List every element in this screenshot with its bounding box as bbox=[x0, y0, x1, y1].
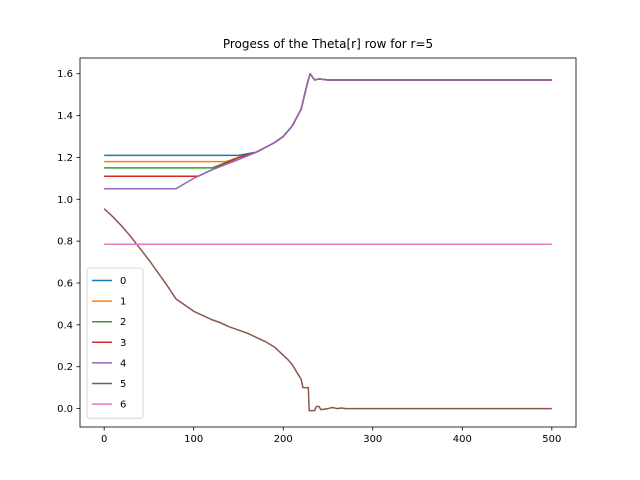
y-tick-label: 1.0 bbox=[57, 195, 73, 206]
x-tick-label: 500 bbox=[542, 434, 561, 445]
legend-label-1: 1 bbox=[120, 297, 126, 308]
series-line-5 bbox=[103, 208, 552, 412]
series-line-2 bbox=[104, 72, 552, 169]
legend-label-2: 2 bbox=[120, 317, 126, 328]
series-line-4 bbox=[104, 72, 552, 190]
legend-label-0: 0 bbox=[120, 276, 126, 287]
y-tick-label: 1.4 bbox=[57, 111, 73, 122]
legend-box bbox=[86, 267, 144, 419]
legend-label-4: 4 bbox=[120, 358, 126, 369]
x-tick-label: 200 bbox=[274, 434, 293, 445]
x-axis: 0 100 200 300 400 500 bbox=[101, 427, 561, 445]
axes-frame bbox=[79, 57, 577, 428]
legend-label-3: 3 bbox=[120, 338, 126, 349]
y-tick-label: 0.4 bbox=[57, 320, 73, 331]
y-tick-label: 0.0 bbox=[57, 404, 73, 415]
y-tick-label: 0.6 bbox=[57, 279, 73, 290]
chart-title: Progess of the Theta[r] row for r=5 bbox=[223, 37, 433, 51]
series-line-0 bbox=[104, 72, 552, 157]
x-tick-label: 100 bbox=[184, 434, 203, 445]
legend-label-6: 6 bbox=[120, 400, 126, 411]
y-tick-label: 0.2 bbox=[57, 362, 73, 373]
legend: 0 1 2 3 4 5 6 bbox=[86, 267, 144, 419]
x-tick-label: 300 bbox=[363, 434, 382, 445]
x-tick-label: 400 bbox=[453, 434, 472, 445]
legend-label-5: 5 bbox=[120, 379, 126, 390]
x-tick-label: 0 bbox=[101, 434, 107, 445]
y-axis: 0.0 0.2 0.4 0.6 0.8 1.0 1.2 1.4 1.6 bbox=[57, 69, 80, 415]
series-line-1 bbox=[104, 72, 552, 163]
y-tick-label: 1.2 bbox=[57, 153, 73, 164]
y-tick-label: 0.8 bbox=[57, 237, 73, 248]
plot-lines bbox=[103, 72, 552, 412]
y-tick-label: 1.6 bbox=[57, 69, 73, 80]
